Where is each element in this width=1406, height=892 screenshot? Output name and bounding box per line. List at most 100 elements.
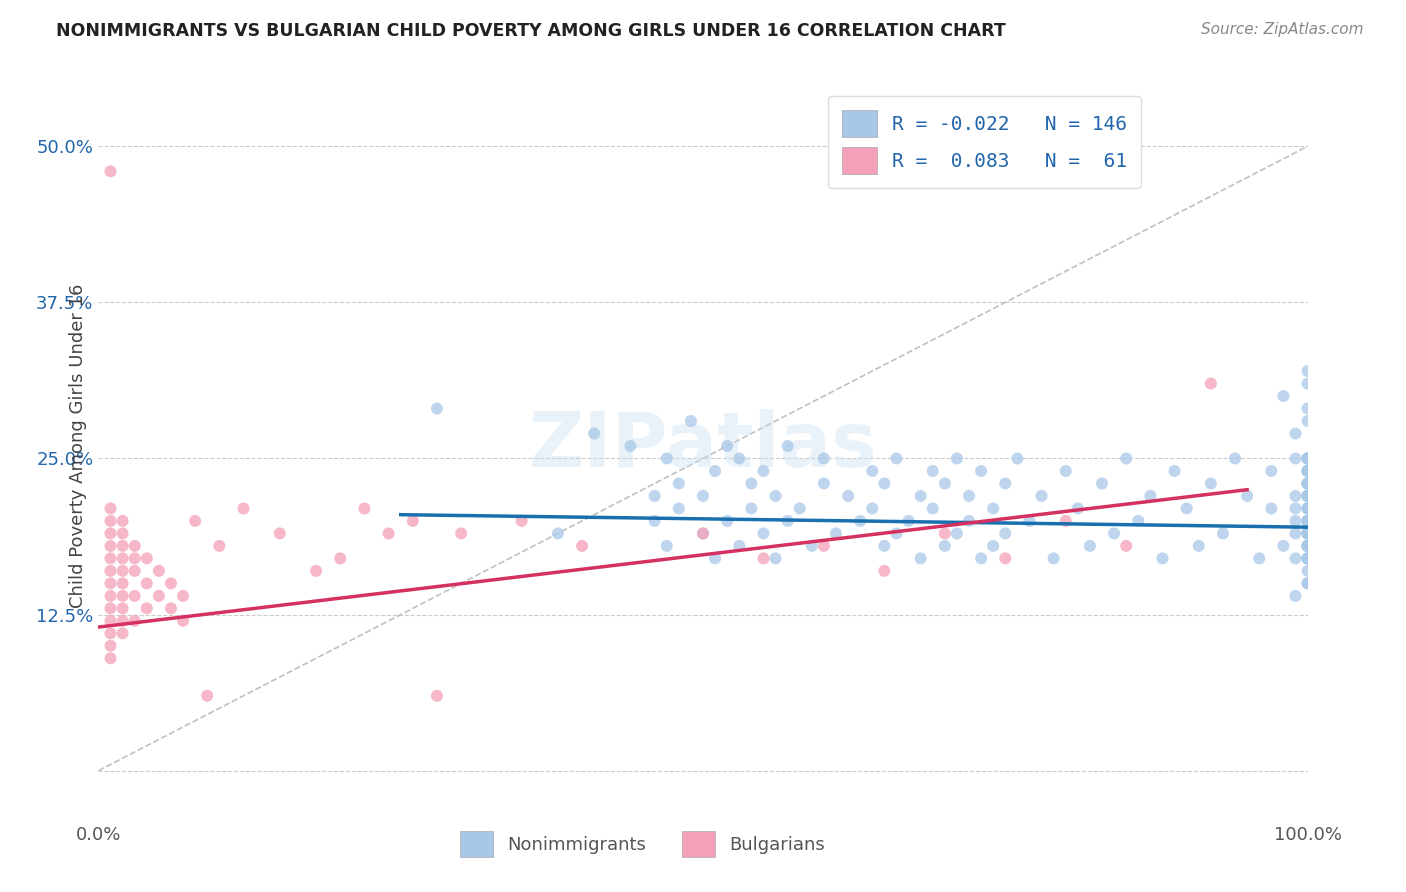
Point [1272, 389, 1295, 403]
Point [1296, 464, 1319, 478]
Point [547, 526, 569, 541]
Point [934, 539, 956, 553]
Point [1296, 539, 1319, 553]
Point [668, 501, 690, 516]
Point [1296, 526, 1319, 541]
Point [124, 589, 146, 603]
Point [1296, 551, 1319, 566]
Point [1296, 564, 1319, 578]
Point [124, 614, 146, 628]
Point [692, 526, 714, 541]
Point [1139, 489, 1161, 503]
Point [873, 539, 896, 553]
Point [1249, 551, 1271, 566]
Point [728, 451, 751, 466]
Point [1296, 464, 1319, 478]
Point [1296, 526, 1319, 541]
Point [1296, 476, 1319, 491]
Point [1296, 539, 1319, 553]
Point [1296, 501, 1319, 516]
Point [111, 539, 134, 553]
Point [800, 539, 823, 553]
Point [1284, 589, 1306, 603]
Point [668, 476, 690, 491]
Point [1296, 539, 1319, 553]
Point [752, 551, 775, 566]
Point [765, 489, 787, 503]
Point [1018, 514, 1040, 528]
Point [1284, 501, 1306, 516]
Point [1296, 501, 1319, 516]
Point [1115, 451, 1137, 466]
Point [776, 439, 799, 453]
Point [994, 476, 1017, 491]
Point [135, 601, 157, 615]
Point [1296, 514, 1319, 528]
Point [1296, 489, 1319, 503]
Point [1296, 501, 1319, 516]
Point [1296, 551, 1319, 566]
Point [1296, 489, 1319, 503]
Point [1296, 489, 1319, 503]
Point [1296, 364, 1319, 378]
Point [111, 589, 134, 603]
Point [450, 526, 472, 541]
Point [619, 439, 641, 453]
Point [100, 589, 122, 603]
Point [655, 451, 678, 466]
Point [1007, 451, 1029, 466]
Point [571, 539, 593, 553]
Point [970, 464, 993, 478]
Point [1054, 514, 1077, 528]
Point [1236, 489, 1258, 503]
Point [1296, 489, 1319, 503]
Point [886, 451, 908, 466]
Point [1296, 414, 1319, 428]
Point [1296, 514, 1319, 528]
Point [1296, 489, 1319, 503]
Point [1296, 514, 1319, 528]
Point [377, 526, 399, 541]
Point [994, 526, 1017, 541]
Point [208, 539, 231, 553]
Point [752, 526, 775, 541]
Point [1284, 526, 1306, 541]
Point [100, 564, 122, 578]
Point [752, 464, 775, 478]
Point [100, 526, 122, 541]
Point [1296, 514, 1319, 528]
Point [1296, 526, 1319, 541]
Point [813, 539, 835, 553]
Point [716, 439, 738, 453]
Point [1296, 514, 1319, 528]
Point [1296, 376, 1319, 391]
Point [1212, 526, 1234, 541]
Point [329, 551, 352, 566]
Point [921, 501, 943, 516]
Point [1054, 464, 1077, 478]
Point [111, 514, 134, 528]
Point [1296, 576, 1319, 591]
Point [583, 426, 606, 441]
Point [100, 601, 122, 615]
Point [100, 626, 122, 640]
Point [426, 401, 449, 416]
Point [692, 489, 714, 503]
Point [789, 501, 811, 516]
Point [172, 614, 194, 628]
Point [849, 514, 872, 528]
Point [1272, 539, 1295, 553]
Point [1091, 476, 1114, 491]
Point [100, 539, 122, 553]
Point [1296, 489, 1319, 503]
Legend: Nonimmigrants, Bulgarians: Nonimmigrants, Bulgarians [453, 824, 832, 864]
Point [100, 614, 122, 628]
Point [873, 476, 896, 491]
Point [679, 414, 702, 428]
Point [957, 489, 980, 503]
Point [957, 514, 980, 528]
Point [873, 564, 896, 578]
Point [981, 539, 1004, 553]
Point [1296, 464, 1319, 478]
Point [716, 514, 738, 528]
